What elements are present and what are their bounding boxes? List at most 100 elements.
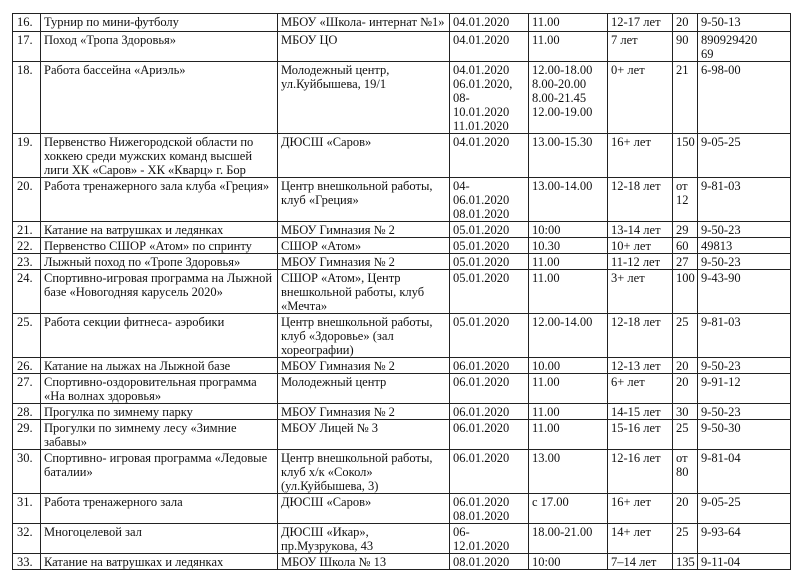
row-number: 24.: [12, 269, 41, 314]
participant-count: 25: [672, 313, 698, 358]
contact-phone: 9-81-03: [697, 177, 791, 222]
event-time: 12.00-14.00: [528, 313, 608, 358]
participant-count: 29: [672, 221, 698, 238]
events-table: 16. Турнир по мини-футболу МБОУ «Школа- ин…: [12, 13, 791, 570]
organizer: Молодежный центр: [277, 373, 450, 404]
table-row: 25. Работа секции фитнеса- аэробики Центр …: [12, 313, 791, 358]
event-date: 05.01.2020: [449, 237, 529, 254]
row-number: 19.: [12, 133, 41, 178]
contact-phone: 9-05-25: [697, 493, 791, 524]
contact-phone: 890929420 69: [697, 31, 791, 62]
table-row: 18. Работа бассейна «Ариэль» Молодежный це…: [12, 61, 791, 134]
event-date: 05.01.2020: [449, 269, 529, 314]
table-row: 21. Катание на ватрушках и ледянках МБОУ Г…: [12, 221, 791, 238]
contact-phone: 9-11-04: [697, 553, 791, 570]
row-number: 30.: [12, 449, 41, 494]
organizer: ДЮСШ «Саров»: [277, 493, 450, 524]
age-group: 12-18 лет: [607, 177, 673, 222]
contact-phone: 9-05-25: [697, 133, 791, 178]
event-time: 13.00: [528, 449, 608, 494]
age-group: 15-16 лет: [607, 419, 673, 450]
row-number: 31.: [12, 493, 41, 524]
table-row: 16. Турнир по мини-футболу МБОУ «Школа- ин…: [12, 13, 791, 32]
participant-count: 20: [672, 13, 698, 32]
participant-count: 20: [672, 373, 698, 404]
row-number: 29.: [12, 419, 41, 450]
participant-count: от 12: [672, 177, 698, 222]
event-name: Первенство Нижегородской области по хокк…: [40, 133, 278, 178]
event-date: 04.01.2020: [449, 133, 529, 178]
event-name: Работа тренажерного зала: [40, 493, 278, 524]
event-date: 05.01.2020: [449, 313, 529, 358]
event-date: 05.01.2020: [449, 253, 529, 270]
contact-phone: 9-43-90: [697, 269, 791, 314]
event-name: Катание на лыжах на Лыжной базе: [40, 357, 278, 374]
table-row: 32. Многоцелевой зал ДЮСШ «Икар», пр.Музру…: [12, 523, 791, 554]
contact-phone: 6-98-00: [697, 61, 791, 134]
event-date: 04.01.2020 06.01.2020, 08-10.01.2020 11.…: [449, 61, 529, 134]
event-time: 11.00: [528, 13, 608, 32]
event-time: 10.00: [528, 357, 608, 374]
table-row: 30. Спортивно- игровая программа «Ледовые…: [12, 449, 791, 494]
age-group: 16+ лет: [607, 133, 673, 178]
event-name: Прогулка по зимнему парку: [40, 403, 278, 420]
event-date: 04-06.01.2020 08.01.2020: [449, 177, 529, 222]
contact-phone: 9-50-23: [697, 357, 791, 374]
organizer: Центр внешкольной работы, клуб х/к «Соко…: [277, 449, 450, 494]
table-row: 27. Спортивно-оздоровительная программа «…: [12, 373, 791, 404]
table-body: 16. Турнир по мини-футболу МБОУ «Школа- ин…: [12, 13, 791, 570]
event-name: Лыжный поход по «Тропе Здоровья»: [40, 253, 278, 270]
organizer: МБОУ ЦО: [277, 31, 450, 62]
event-time: 11.00: [528, 403, 608, 420]
event-name: Спортивно- игровая программа «Ледовые ба…: [40, 449, 278, 494]
row-number: 21.: [12, 221, 41, 238]
event-time: с 17.00: [528, 493, 608, 524]
event-name: Спортивно-оздоровительная программа «На …: [40, 373, 278, 404]
event-time: 10.30: [528, 237, 608, 254]
event-date: 04.01.2020: [449, 31, 529, 62]
age-group: 12-18 лет: [607, 313, 673, 358]
event-date: 06.01.2020: [449, 403, 529, 420]
contact-phone: 9-50-23: [697, 403, 791, 420]
event-date: 06.01.2020 08.01.2020: [449, 493, 529, 524]
event-time: 11.00: [528, 419, 608, 450]
contact-phone: 9-91-12: [697, 373, 791, 404]
age-group: 0+ лет: [607, 61, 673, 134]
participant-count: 27: [672, 253, 698, 270]
organizer: МБОУ Гимназия № 2: [277, 253, 450, 270]
age-group: 12-17 лет: [607, 13, 673, 32]
contact-phone: 9-50-30: [697, 419, 791, 450]
table-row: 33. Катание на ватрушках и ледянках МБОУ Ш…: [12, 553, 791, 570]
age-group: 12-13 лет: [607, 357, 673, 374]
participant-count: 60: [672, 237, 698, 254]
contact-phone: 9-50-23: [697, 221, 791, 238]
age-group: 10+ лет: [607, 237, 673, 254]
row-number: 16.: [12, 13, 41, 32]
row-number: 25.: [12, 313, 41, 358]
event-time: 11.00: [528, 253, 608, 270]
age-group: 12-16 лет: [607, 449, 673, 494]
event-time: 11.00: [528, 269, 608, 314]
row-number: 23.: [12, 253, 41, 270]
age-group: 13-14 лет: [607, 221, 673, 238]
event-date: 06.01.2020: [449, 419, 529, 450]
participant-count: 30: [672, 403, 698, 420]
row-number: 22.: [12, 237, 41, 254]
age-group: 7–14 лет: [607, 553, 673, 570]
event-time: 13.00-14.00: [528, 177, 608, 222]
organizer: МБОУ «Школа- интернат №1»: [277, 13, 450, 32]
participant-count: 150: [672, 133, 698, 178]
organizer: МБОУ Школа № 13: [277, 553, 450, 570]
event-time: 13.00-15.30: [528, 133, 608, 178]
event-name: Турнир по мини-футболу: [40, 13, 278, 32]
event-name: Катание на ватрушках и ледянках: [40, 553, 278, 570]
age-group: 14-15 лет: [607, 403, 673, 420]
event-name: Поход «Тропа Здоровья»: [40, 31, 278, 62]
event-date: 05.01.2020: [449, 221, 529, 238]
row-number: 33.: [12, 553, 41, 570]
row-number: 26.: [12, 357, 41, 374]
table-row: 23. Лыжный поход по «Тропе Здоровья» МБОУ …: [12, 253, 791, 270]
event-date: 04.01.2020: [449, 13, 529, 32]
participant-count: 20: [672, 493, 698, 524]
contact-phone: 49813: [697, 237, 791, 254]
